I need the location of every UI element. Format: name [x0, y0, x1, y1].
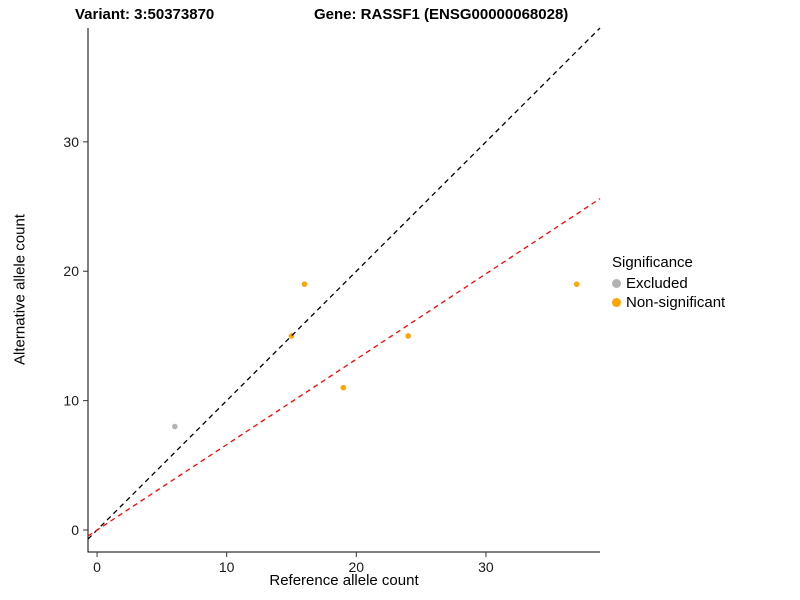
legend-title: Significance [612, 254, 693, 271]
data-point-non-significant [340, 384, 347, 391]
y-tick-label: 30 [63, 134, 79, 150]
data-point-non-significant [405, 333, 411, 339]
y-tick-label: 10 [63, 393, 79, 409]
non-significant-dot-icon [612, 298, 621, 307]
x-tick-label: 10 [219, 559, 235, 575]
y-axis-label: Alternative allele count [11, 214, 29, 365]
data-point-non-significant [301, 281, 308, 287]
x-axis-label: Reference allele count [269, 572, 419, 589]
legend: Significance Excluded Non-significant [612, 254, 725, 311]
x-tick-label: 20 [349, 559, 365, 575]
y-tick-label: 0 [71, 522, 79, 538]
fit-line [87, 198, 601, 537]
legend-item-non-significant: Non-significant [612, 294, 725, 311]
data-point-excluded [172, 423, 178, 430]
legend-item-label: Non-significant [626, 294, 726, 311]
identity-line [87, 27, 601, 540]
legend-item-label: Excluded [626, 275, 688, 292]
legend-item-excluded: Excluded [612, 275, 725, 292]
excluded-dot-icon [612, 279, 621, 288]
data-point-non-significant [573, 281, 580, 287]
variant-title: Variant: 3:50373870 [75, 6, 215, 23]
axis-lines [87, 28, 600, 553]
x-tick-label: 30 [478, 559, 494, 575]
y-tick-label: 20 [63, 263, 79, 279]
x-tick-label: 0 [93, 559, 101, 575]
gene-title: Gene: RASSF1 (ENSG00000068028) [314, 6, 569, 23]
